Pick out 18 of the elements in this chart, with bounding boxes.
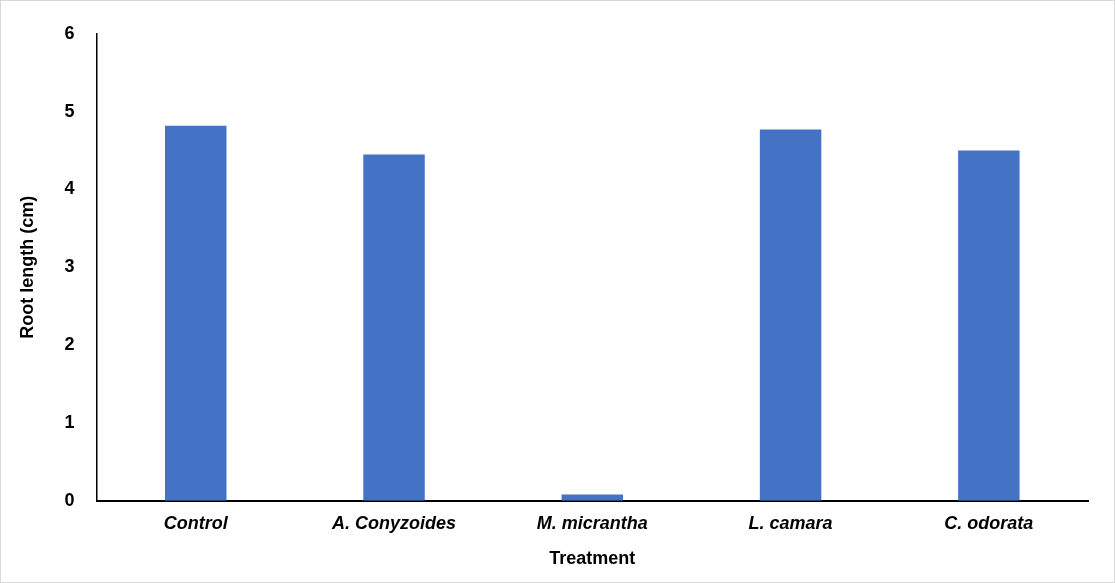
y-tick-label: 3 xyxy=(64,256,75,277)
x-axis-title: Treatment xyxy=(549,548,636,569)
y-axis-title: Root length (cm) xyxy=(16,195,37,339)
x-tick-label: C. odorata xyxy=(944,512,1034,533)
x-tick-label: L. camara xyxy=(748,512,833,533)
bar xyxy=(363,154,425,501)
y-tick-label: 0 xyxy=(64,489,75,510)
x-tick-label: M. micrantha xyxy=(536,512,648,533)
y-tick-label: 4 xyxy=(64,178,75,199)
bar xyxy=(958,150,1020,501)
y-tick-label: 1 xyxy=(64,411,75,432)
y-tick-label: 5 xyxy=(64,100,75,121)
bar xyxy=(759,129,822,501)
x-tick-label: A. Conyzoides xyxy=(331,512,457,533)
y-tick-label: 6 xyxy=(64,22,75,43)
y-tick-label: 2 xyxy=(64,334,75,355)
x-tick-label: Control xyxy=(163,512,229,533)
bar xyxy=(165,125,227,501)
